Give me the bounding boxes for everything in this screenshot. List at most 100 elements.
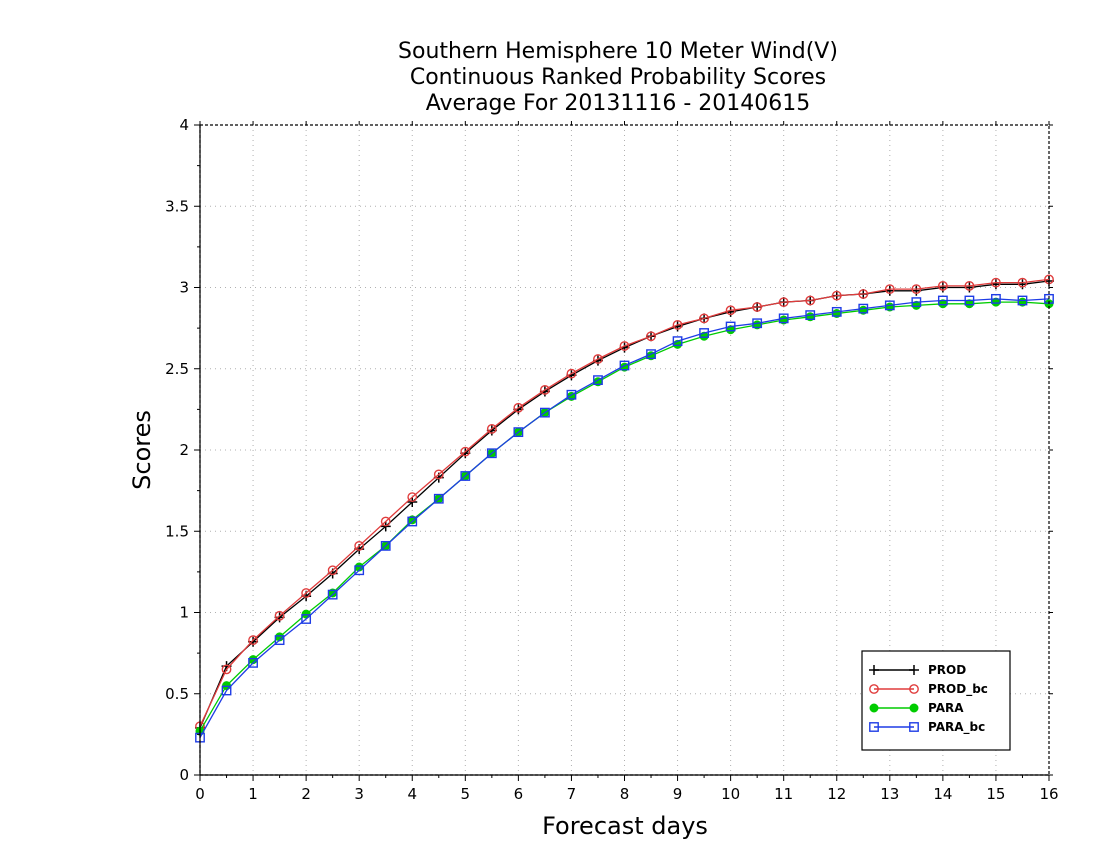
legend-label-prod-bc: PROD_bc [928, 682, 988, 697]
data-point-prod-bc [778, 297, 789, 308]
data-point-para-bc [858, 303, 869, 314]
data-point-prod-bc [513, 402, 524, 413]
data-point-para-bc [937, 295, 948, 306]
data-point-prod-bc [354, 540, 365, 551]
data-point-prod-bc [433, 469, 444, 480]
data-point-prod-bc [407, 492, 418, 503]
data-point-para-bc [831, 306, 842, 317]
y-tick-label: 4 [179, 116, 189, 134]
legend-label-para-bc: PARA_bc [928, 720, 985, 735]
data-point-para-bc [354, 565, 365, 576]
x-tick-label: 6 [514, 785, 524, 803]
data-point-para-bc [911, 297, 922, 308]
series-para-bc [195, 293, 1054, 743]
data-point-prod-bc [991, 277, 1001, 288]
legend-box [861, 650, 1011, 751]
data-point-prod-bc [380, 516, 391, 527]
data-point-para-bc [752, 318, 763, 329]
data-point-prod-bc [221, 664, 232, 675]
data-point-para-bc [1017, 295, 1028, 306]
legend-label-prod: PROD [928, 663, 966, 677]
data-point-prod-bc [593, 354, 603, 364]
legend-marker-prod [869, 665, 879, 675]
data-point-prod-bc [699, 313, 709, 324]
chart-title: Southern Hemisphere 10 Meter Wind(V)Cont… [398, 39, 838, 116]
data-point-prod-bc [486, 423, 497, 434]
data-point-para-bc [725, 321, 736, 332]
x-tick-label: 13 [880, 785, 899, 803]
legend-label-para: PARA [928, 701, 964, 715]
data-point-para-bc [433, 493, 444, 504]
data-point-para-bc [407, 516, 418, 527]
y-tick-label: 2.5 [165, 360, 189, 378]
data-point-para-bc [884, 300, 895, 311]
data-point-prod-bc [327, 565, 338, 576]
data-point-prod-bc [831, 290, 842, 301]
x-tick-label: 0 [195, 785, 205, 803]
axis-ticks: 0 1 2 3 4 5 6 7 8 9 10 11 12 13 14 15 1600.511.522.533.5… [165, 116, 1058, 803]
x-tick-label: 8 [620, 785, 630, 803]
data-point-para-bc [248, 657, 258, 668]
legend-marker-prod [909, 665, 919, 675]
series-prod-bc [195, 274, 1054, 732]
x-tick-label: 16 [1039, 785, 1058, 803]
data-point-prod-bc [301, 588, 312, 598]
series-line-para-bc [199, 298, 1050, 738]
y-tick-label: 1 [179, 604, 189, 622]
x-tick-label: 7 [567, 785, 577, 803]
data-point-para-bc [380, 540, 391, 551]
data-point-prod-bc [858, 289, 869, 299]
y-tick-label: 3 [179, 279, 189, 297]
title-line-3: Average For 20131116 - 20140615 [426, 91, 811, 116]
x-tick-label: 1 [248, 785, 258, 803]
data-point-para-bc [301, 614, 312, 624]
legend-marker-prod-bc [869, 684, 879, 694]
x-tick-label: 9 [673, 785, 683, 803]
data-point-para-bc [805, 310, 816, 321]
grid [200, 125, 1049, 775]
legend-marker-para [869, 703, 879, 713]
legend-marker-para [909, 703, 919, 713]
x-tick-label: 11 [774, 785, 793, 803]
data-point-para-bc [964, 295, 975, 306]
data-point-para-bc [540, 407, 550, 418]
data-point-para-bc [619, 360, 630, 371]
legend: PROD PROD_bc PARA PARA_bc [861, 650, 1011, 751]
data-point-prod-bc [672, 319, 683, 330]
y-tick-label: 3.5 [165, 197, 189, 215]
y-tick-label: 0.5 [165, 685, 189, 703]
legend-item-para: PARA [869, 701, 964, 715]
data-point-para-bc [327, 589, 338, 600]
x-tick-label: 14 [933, 785, 952, 803]
data-point-para-bc [699, 328, 709, 338]
data-point-para-bc [566, 389, 577, 400]
data-point-prod-bc [937, 280, 948, 291]
x-tick-label: 3 [354, 785, 364, 803]
data-point-prod-bc [805, 295, 816, 306]
x-tick-label: 2 [301, 785, 311, 803]
x-tick-label: 15 [986, 785, 1005, 803]
data-point-para-bc [221, 685, 232, 696]
series-line-prod-bc [199, 278, 1050, 727]
data-point-prod-bc [248, 635, 258, 646]
legend-marker-para-bc [909, 722, 919, 732]
series-layer [195, 274, 1054, 743]
data-point-para-bc [593, 375, 603, 386]
y-axis-label: Scores [128, 410, 156, 490]
y-tick-label: 1.5 [165, 522, 189, 540]
data-point-prod-bc [619, 341, 630, 351]
legend-item-para-bc: PARA_bc [869, 720, 985, 735]
data-point-para-bc [778, 313, 789, 324]
y-tick-label: 0 [179, 766, 189, 784]
legend-marker-para-bc [869, 722, 879, 732]
data-point-prod-bc [884, 284, 895, 295]
data-point-prod-bc [725, 305, 736, 316]
title-line-2: Continuous Ranked Probability Scores [410, 65, 826, 90]
data-point-prod-bc [646, 331, 656, 342]
data-point-para-bc [460, 471, 471, 481]
data-point-prod-bc [1017, 277, 1028, 288]
data-point-prod-bc [964, 280, 975, 291]
x-tick-label: 12 [827, 785, 846, 803]
